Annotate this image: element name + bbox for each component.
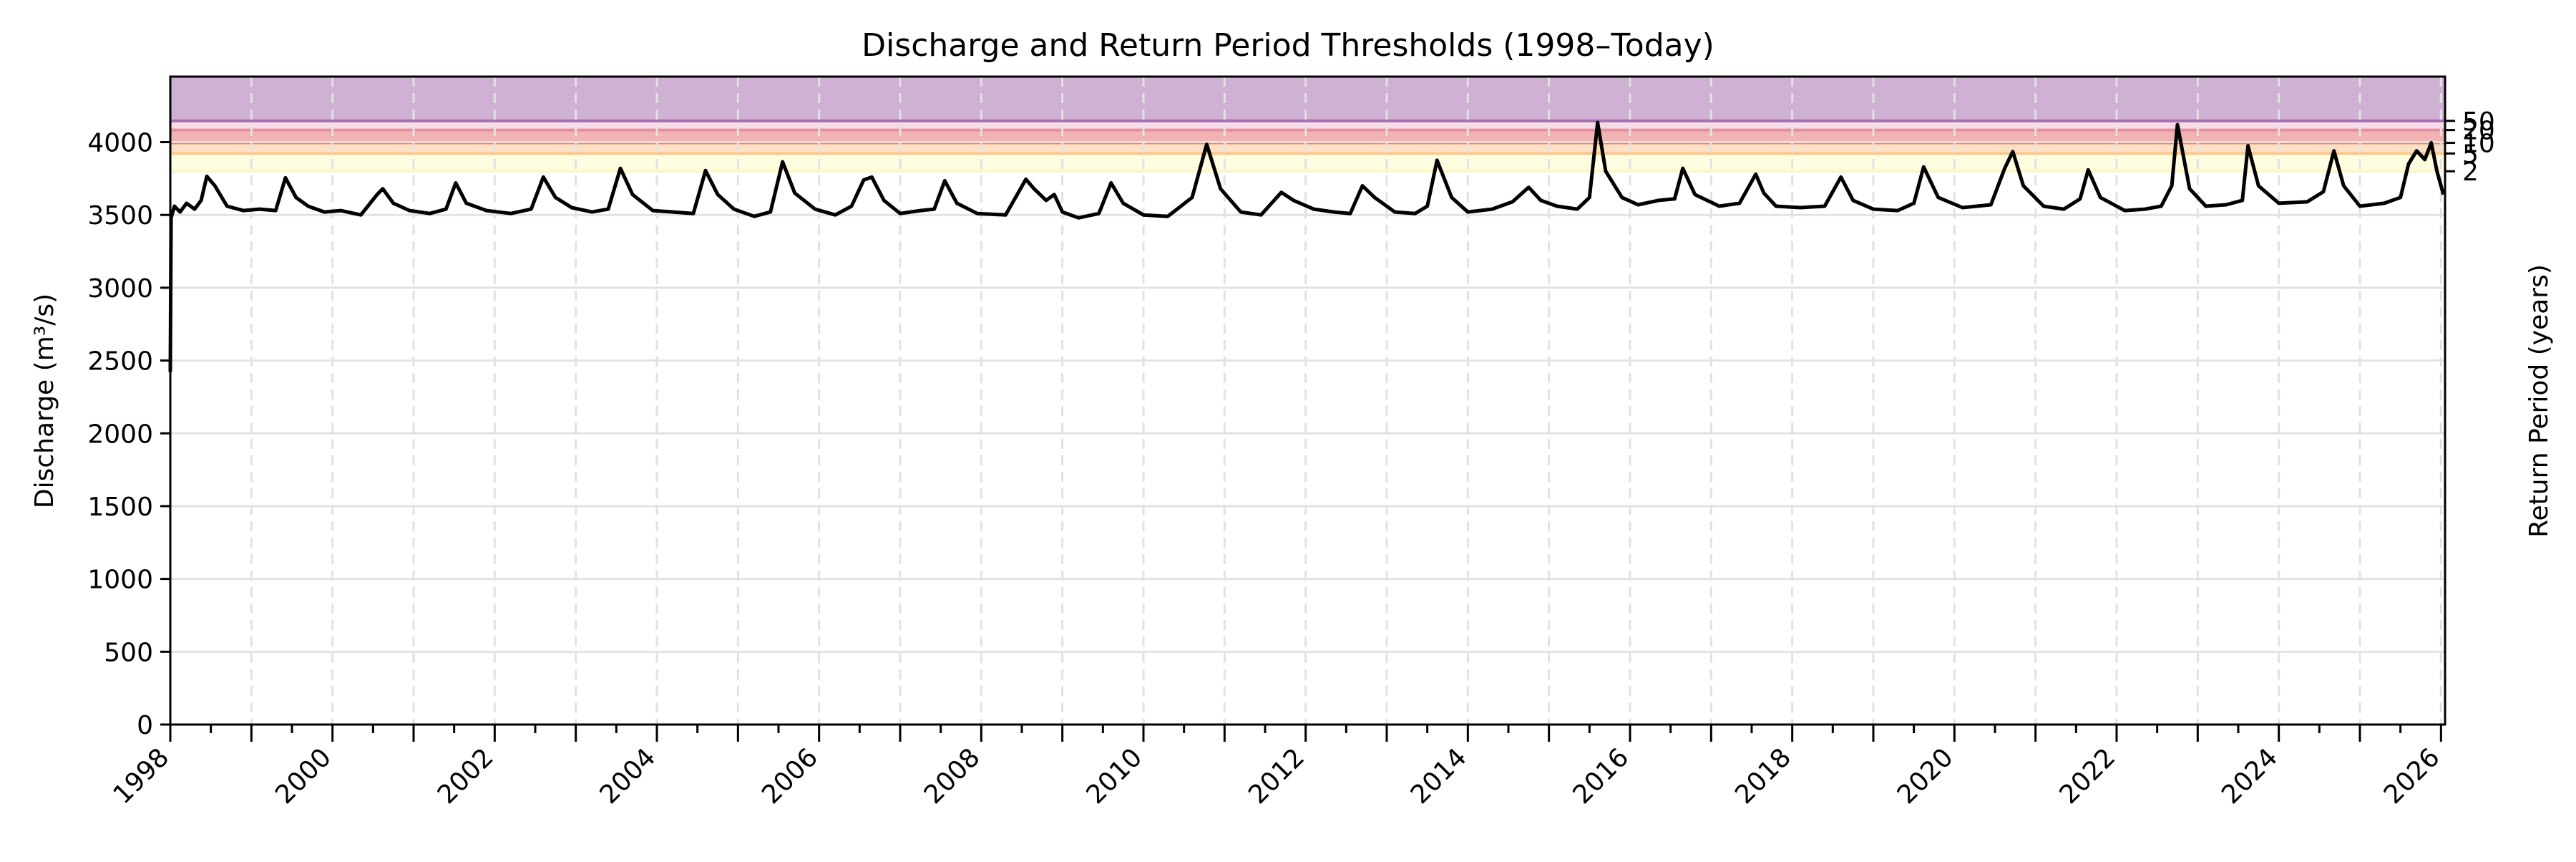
discharge-series [168, 120, 2446, 372]
y-tick-label: 4000 [87, 129, 153, 158]
return-period-label: 2 [2462, 158, 2479, 187]
chart-title: Discharge and Return Period Thresholds (… [862, 27, 1714, 64]
x-tick-label: 2014 [1405, 742, 1473, 810]
y-tick-label: 0 [137, 711, 153, 740]
y-tick-label: 2000 [87, 420, 153, 449]
plot-frame [169, 75, 2446, 726]
y-tick-label: 3000 [87, 274, 153, 304]
x-tick-label: 2020 [1892, 742, 1959, 810]
x-tick-label: 2026 [2379, 742, 2446, 810]
x-axis: 1998 2000 2002 2004 2006 2008 2010 2012 2014 2016… [108, 725, 2446, 810]
y-tick-label: 2500 [87, 347, 153, 377]
x-tick-label: 2006 [756, 742, 824, 810]
x-tick-label: 2022 [2054, 742, 2122, 810]
return-period-bands [170, 77, 2445, 173]
threshold-band-5yr [170, 142, 2445, 154]
return-period-label: 50 [2462, 107, 2495, 137]
x-tick-label: 2012 [1243, 742, 1310, 810]
grid-lines [170, 77, 2445, 725]
y-axis-right-label: Return Period (years) [2524, 264, 2554, 538]
threshold-band-2yr [170, 153, 2445, 172]
return-period-label: 20 [2462, 117, 2495, 146]
threshold-band-50yr [170, 77, 2445, 121]
y-tick-label: 1000 [87, 566, 153, 595]
x-tick-label: 2004 [595, 742, 662, 810]
x-tick-label: 2016 [1568, 742, 1635, 810]
discharge-line [168, 120, 2446, 372]
y-axis-label: Discharge (m³/s) [30, 294, 59, 508]
x-tick-label: 2002 [432, 742, 499, 810]
y-tick-label: 3500 [87, 201, 153, 231]
x-tick-label: 2000 [270, 742, 337, 810]
y-axis-left: 0 500 1000 1500 2000 2500 3000 3500 4000 [87, 129, 170, 740]
return-period-label: 5 [2462, 140, 2479, 169]
x-tick-label: 2010 [1081, 742, 1148, 810]
y-tick-label: 500 [104, 638, 153, 667]
return-period-label: 10 [2462, 130, 2495, 159]
x-tick-label: 1998 [108, 742, 175, 810]
x-tick-label: 2024 [2216, 742, 2283, 810]
y-tick-label: 1500 [87, 493, 153, 522]
x-tick-label: 2018 [1729, 742, 1797, 810]
x-tick-label: 2008 [919, 742, 986, 810]
threshold-band-10yr [170, 130, 2445, 143]
